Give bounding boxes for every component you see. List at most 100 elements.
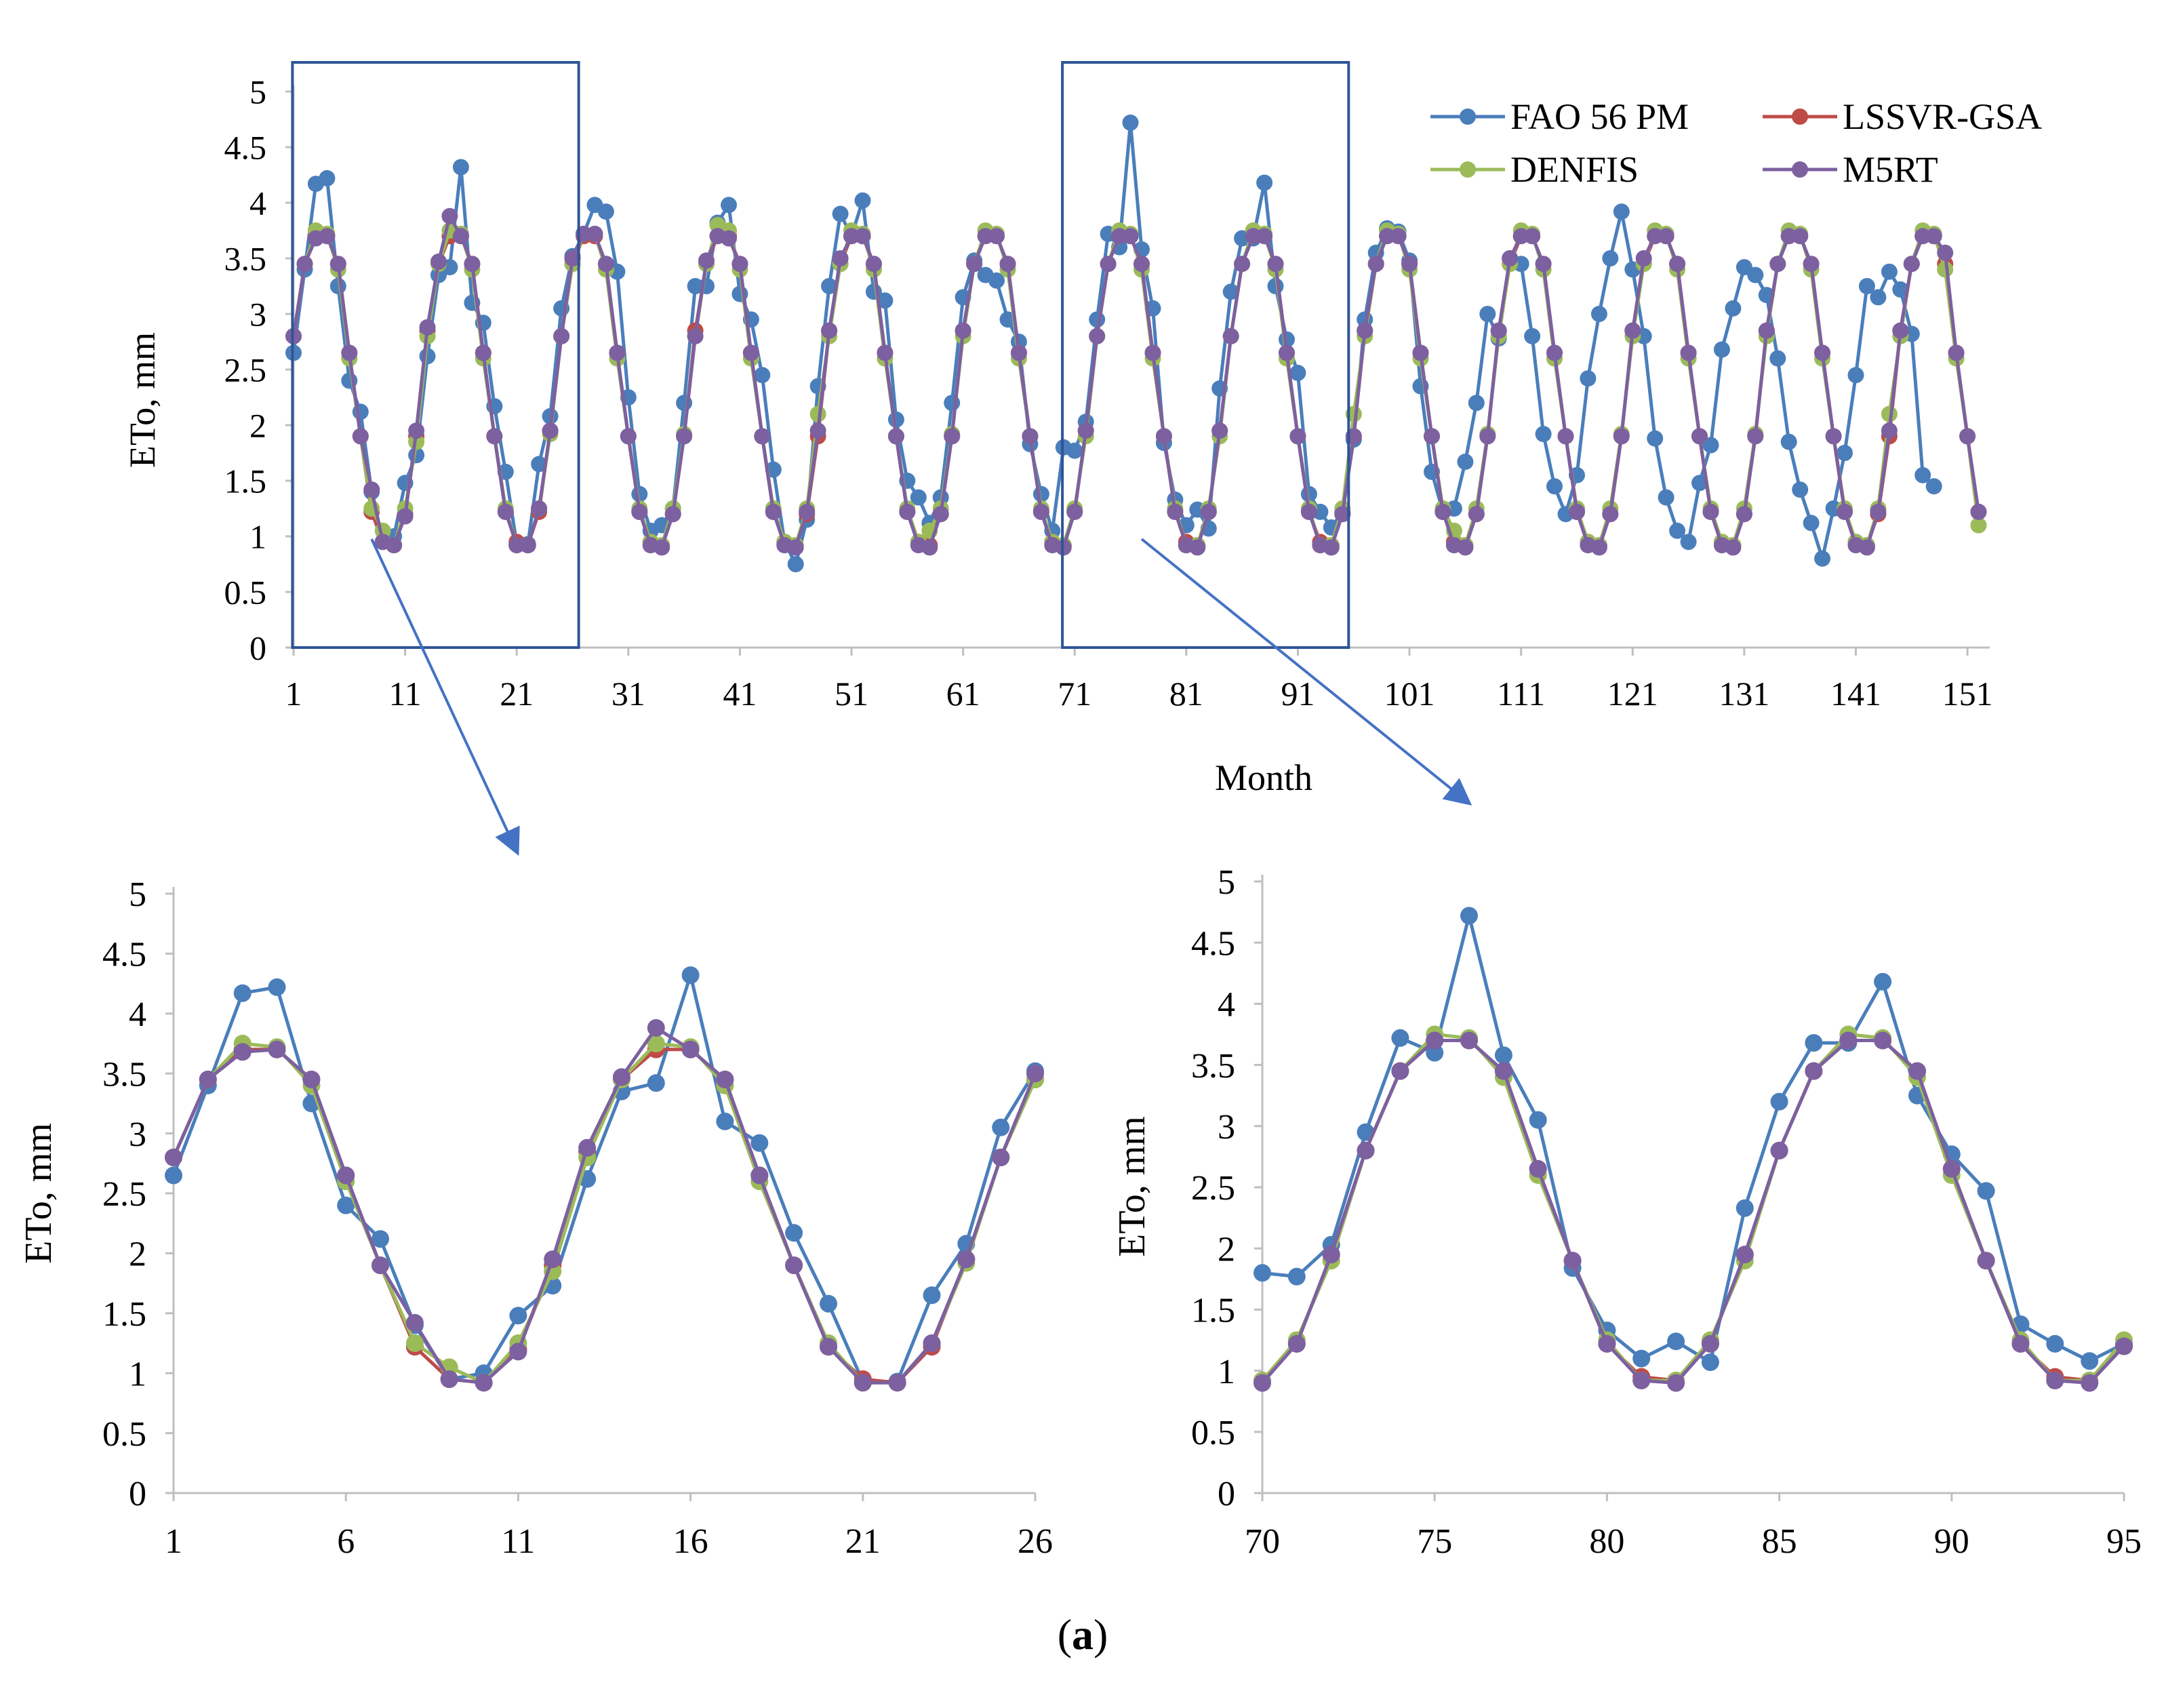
data-point-m5rt	[2011, 1334, 2030, 1353]
data-point-m5rt	[597, 256, 614, 273]
data-point-m5rt	[452, 228, 469, 245]
data-point-m5rt	[820, 1338, 837, 1356]
x-tick-label: 70	[1245, 1522, 1280, 1561]
x-tick-label: 141	[1830, 675, 1881, 713]
data-point-fao-56-pm	[1713, 341, 1730, 358]
data-point-m5rt	[302, 1071, 321, 1088]
data-point-fao-56-pm	[531, 456, 548, 473]
data-point-m5rt	[509, 1343, 527, 1361]
x-tick-label: 31	[611, 675, 645, 713]
data-point-fao-56-pm	[1468, 395, 1485, 412]
data-point-m5rt	[681, 1040, 700, 1058]
data-point-fao-56-pm	[1847, 367, 1864, 384]
x-tick-label: 85	[1762, 1522, 1797, 1561]
data-point-m5rt	[553, 327, 570, 344]
data-point-m5rt	[1322, 1246, 1340, 1264]
data-point-fao-56-pm	[1066, 442, 1083, 459]
data-point-fao-56-pm	[750, 1134, 769, 1152]
data-point-m5rt	[1736, 506, 1752, 523]
data-point-m5rt	[1825, 428, 1842, 445]
x-tick-label: 6	[337, 1522, 355, 1561]
data-point-m5rt	[531, 500, 548, 517]
y-tick-label: 3.5	[1191, 1047, 1235, 1086]
data-point-fao-56-pm	[1479, 306, 1496, 322]
data-point-m5rt	[475, 344, 492, 361]
data-point-fao-56-pm	[1680, 534, 1697, 551]
x-tick-label: 111	[1497, 675, 1545, 713]
y-tick-label: 4.5	[224, 129, 267, 167]
data-point-m5rt	[1468, 506, 1485, 523]
data-point-m5rt	[932, 506, 949, 523]
data-point-m5rt	[397, 508, 414, 525]
y-tick-label: 2	[129, 1235, 146, 1274]
data-point-m5rt	[386, 537, 403, 554]
data-point-fao-56-pm	[233, 984, 252, 1002]
data-point-fao-56-pm	[1874, 972, 1892, 991]
y-tick-label: 4	[249, 184, 266, 222]
data-point-fao-56-pm	[337, 1196, 355, 1214]
data-point-m5rt	[1948, 344, 1965, 361]
y-tick-label: 0.5	[224, 574, 267, 612]
data-point-m5rt	[1701, 1334, 1719, 1353]
data-point-m5rt	[821, 322, 838, 339]
data-point-fao-56-pm	[1426, 1044, 1444, 1062]
data-point-fao-56-pm	[1669, 522, 1686, 539]
legend-swatch-marker	[1460, 108, 1476, 125]
data-point-m5rt	[1022, 428, 1039, 445]
y-tick-label: 2.5	[102, 1175, 146, 1214]
data-point-fao-56-pm	[787, 556, 804, 572]
data-point-m5rt	[1279, 344, 1295, 361]
caption-letter: a	[1072, 1610, 1094, 1659]
data-point-m5rt	[405, 1313, 424, 1332]
y-tick-label: 1	[1218, 1353, 1235, 1391]
data-point-m5rt	[1010, 344, 1027, 361]
data-point-m5rt	[578, 1138, 597, 1157]
data-point-m5rt	[854, 1374, 872, 1392]
data-point-m5rt	[1334, 506, 1351, 523]
data-point-fao-56-pm	[854, 192, 871, 209]
x-tick-label: 80	[1589, 1522, 1624, 1561]
data-point-m5rt	[337, 1166, 355, 1185]
series-line-m5rt	[1261, 1039, 2125, 1385]
y-tick-label: 3	[249, 296, 266, 334]
data-point-m5rt	[1391, 1062, 1409, 1080]
data-point-m5rt	[1424, 428, 1440, 445]
data-point-m5rt	[430, 253, 447, 270]
x-tick-label: 11	[501, 1522, 535, 1561]
data-point-m5rt	[1881, 422, 1898, 439]
data-point-m5rt	[1874, 1031, 1892, 1050]
data-point-fao-56-pm	[820, 1294, 837, 1313]
data-point-m5rt	[785, 1256, 803, 1275]
data-point-m5rt	[742, 344, 759, 361]
x-tick-label: 51	[835, 675, 868, 713]
legend: FAO 56 PM LSSVR-GSA DENFIS M5RT	[1430, 96, 2042, 190]
data-point-m5rt	[1691, 428, 1708, 445]
data-point-m5rt	[1211, 422, 1228, 439]
data-point-m5rt	[1937, 244, 1954, 261]
series-line-denfis	[1261, 1033, 2125, 1383]
data-point-fao-56-pm	[452, 159, 469, 176]
series-lssvr-gsa	[165, 1040, 1044, 1392]
y-tick-label: 3	[1218, 1108, 1235, 1147]
data-point-fao-56-pm	[877, 292, 894, 309]
y-tick-label: 2.5	[224, 351, 267, 389]
data-point-m5rt	[676, 428, 693, 445]
data-point-m5rt	[1032, 503, 1049, 520]
zoom-box-1	[291, 61, 580, 649]
data-point-fao-56-pm	[1494, 1046, 1512, 1065]
data-point-fao-56-pm	[716, 1112, 734, 1130]
data-point-m5rt	[1089, 327, 1106, 344]
y-tick-label: 5	[129, 875, 146, 914]
x-tick-label: 121	[1607, 675, 1658, 713]
x-axis-title: Month	[1215, 757, 1312, 798]
y-tick-label: 1.5	[102, 1295, 146, 1334]
data-point-m5rt	[612, 1068, 630, 1086]
data-point-m5rt	[544, 1250, 562, 1269]
data-point-m5rt	[542, 422, 559, 439]
y-tick-label: 4	[1218, 986, 1235, 1025]
data-point-m5rt	[1870, 503, 1887, 520]
legend-item-lssvr-gsa: LSSVR-GSA	[1763, 96, 2042, 137]
data-point-m5rt	[1287, 1334, 1306, 1353]
data-point-m5rt	[165, 1149, 182, 1166]
